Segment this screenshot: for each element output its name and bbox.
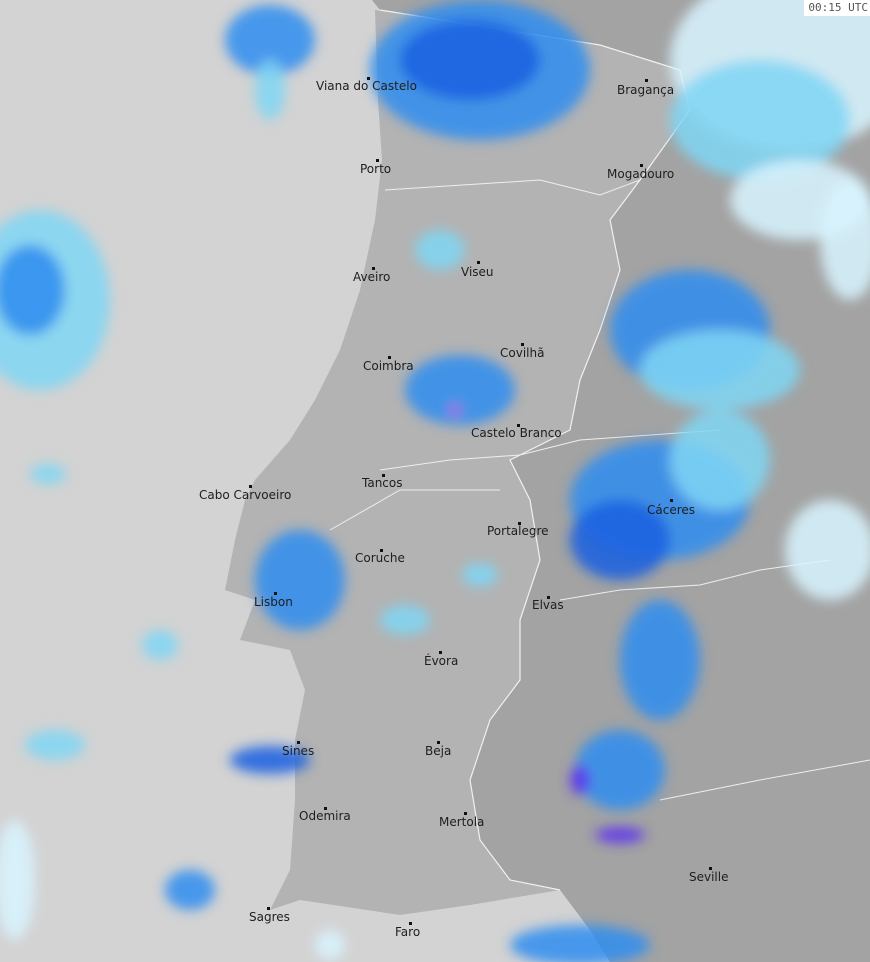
city-dot [517, 424, 520, 427]
city-dot [376, 159, 379, 162]
radar-echo [225, 5, 315, 75]
city-label: Sines [282, 744, 315, 758]
city-label: Coruche [355, 551, 405, 565]
city-dot [382, 474, 385, 477]
city-label: Portalegre [487, 524, 549, 538]
city-dot [518, 522, 521, 525]
radar-echo [575, 730, 665, 810]
city-dot [437, 741, 440, 744]
city-dot [267, 907, 270, 910]
radar-echo [640, 330, 800, 410]
city-dot [645, 79, 648, 82]
portugal-land [225, 10, 690, 915]
city-dot [464, 812, 467, 815]
city-dot [367, 77, 370, 80]
radar-echo [230, 746, 310, 774]
city-dot [521, 343, 524, 346]
city-dot [409, 922, 412, 925]
radar-echo [785, 500, 870, 600]
radar-echo [670, 60, 850, 180]
radar-echo [620, 600, 700, 720]
city-label: Faro [395, 925, 421, 939]
radar-echo [165, 870, 215, 910]
radar-echo [315, 930, 345, 960]
city-label: Beja [425, 744, 452, 758]
city-label: Tancos [362, 476, 403, 490]
radar-echo [405, 355, 515, 425]
city-label: Mertola [439, 815, 485, 829]
city-label: Seville [689, 870, 729, 884]
city-dot [640, 164, 643, 167]
city-dot [297, 741, 300, 744]
city-label: Odemira [299, 809, 351, 823]
city-dot [380, 549, 383, 552]
city-dot [388, 356, 391, 359]
radar-echo [570, 765, 590, 795]
radar-echo [415, 230, 465, 270]
radar-echo [142, 630, 178, 660]
city-label: Aveiro [353, 270, 391, 284]
city-label: Viseu [461, 265, 494, 279]
radar-echo [0, 820, 35, 940]
city-label: Lisbon [254, 595, 293, 609]
radar-echo [255, 60, 285, 120]
radar-echo [380, 605, 430, 635]
timestamp-label: 00:15 UTC [804, 0, 870, 16]
city-dot [249, 485, 252, 488]
city-label: Porto [360, 162, 392, 176]
city-label: Castelo Branco [471, 426, 562, 440]
radar-echo [595, 827, 645, 843]
city-label: Cabo Carvoeiro [199, 488, 292, 502]
city-dot [439, 651, 442, 654]
city-label: Covilhã [500, 346, 545, 360]
city-label: Bragança [617, 83, 675, 97]
radar-echo [510, 925, 650, 962]
radar-echo [25, 730, 85, 760]
city-dot [670, 499, 673, 502]
region-border [329, 179, 870, 801]
city-dot [477, 261, 480, 264]
city-dot [709, 867, 712, 870]
city-label: Viana do Castelo [316, 79, 417, 93]
city-label: Coimbra [363, 359, 414, 373]
radar-echo [670, 410, 770, 510]
radar-echo [255, 530, 345, 630]
city-label: Sagres [249, 910, 290, 924]
radar-echo [730, 160, 870, 240]
radar-echo [30, 464, 66, 484]
city-label: Cáceres [647, 503, 696, 517]
radar-echo [450, 406, 460, 414]
city-dot [547, 596, 550, 599]
radar-echo [462, 563, 498, 587]
radar-echo [570, 500, 670, 580]
city-dot [274, 592, 277, 595]
city-dot [324, 807, 327, 810]
radar-echo [0, 245, 65, 335]
radar-echo [400, 20, 540, 100]
city-label: Évora [424, 654, 459, 668]
city-label: Elvas [532, 598, 564, 612]
city-label: Mogadouro [607, 167, 675, 181]
city-dot [372, 267, 375, 270]
